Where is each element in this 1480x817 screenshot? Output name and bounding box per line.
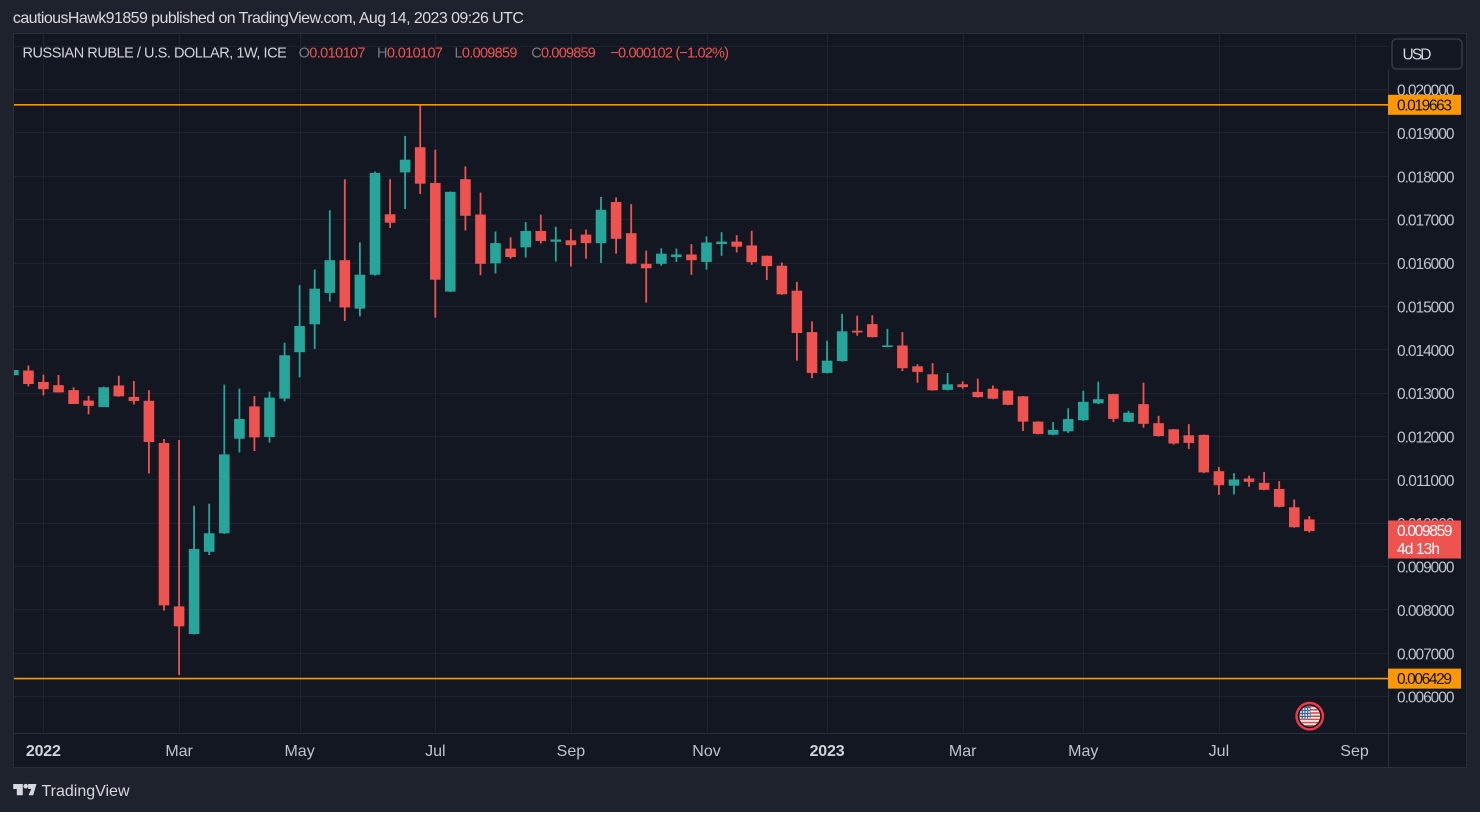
svg-text:0.019000: 0.019000 xyxy=(1397,126,1455,143)
svg-text:0.011000: 0.011000 xyxy=(1397,473,1455,490)
svg-text:0.019663: 0.019663 xyxy=(1397,97,1452,114)
svg-text:4d 13h: 4d 13h xyxy=(1397,541,1440,558)
svg-text:C0.009859: C0.009859 xyxy=(531,46,596,62)
svg-text:RUSSIAN RUBLE / U.S. DOLLAR, 1: RUSSIAN RUBLE / U.S. DOLLAR, 1W, ICE xyxy=(23,46,288,62)
svg-text:0.006429: 0.006429 xyxy=(1397,671,1452,688)
svg-text:O0.010107: O0.010107 xyxy=(299,46,366,62)
svg-text:Jul: Jul xyxy=(1209,743,1229,760)
svg-text:TradingView: TradingView xyxy=(42,783,130,800)
svg-text:May: May xyxy=(1068,743,1098,760)
svg-text:Jul: Jul xyxy=(425,743,445,760)
svg-text:Sep: Sep xyxy=(557,743,586,760)
svg-text:Nov: Nov xyxy=(692,743,720,760)
svg-text:May: May xyxy=(284,743,314,760)
svg-text:USD: USD xyxy=(1403,47,1432,64)
svg-text:0.006000: 0.006000 xyxy=(1397,690,1455,707)
svg-text:0.015000: 0.015000 xyxy=(1397,299,1455,316)
svg-text:0.009859: 0.009859 xyxy=(1397,523,1453,540)
svg-text:0.009000: 0.009000 xyxy=(1397,560,1455,577)
svg-text:0.017000: 0.017000 xyxy=(1397,213,1455,230)
svg-text:0.013000: 0.013000 xyxy=(1397,386,1455,403)
svg-text:Mar: Mar xyxy=(949,743,977,760)
svg-text:Mar: Mar xyxy=(165,743,193,760)
svg-text:−0.000102 (−1.02%): −0.000102 (−1.02%) xyxy=(610,46,729,62)
svg-text:0.007000: 0.007000 xyxy=(1397,646,1455,663)
svg-text:Sep: Sep xyxy=(1340,743,1369,760)
svg-text:0.014000: 0.014000 xyxy=(1397,343,1455,360)
svg-text:2023: 2023 xyxy=(810,743,845,760)
svg-text:2022: 2022 xyxy=(26,743,61,760)
svg-text:L0.009859: L0.009859 xyxy=(455,46,518,62)
svg-text:H0.010107: H0.010107 xyxy=(377,46,443,62)
svg-text:0.016000: 0.016000 xyxy=(1397,256,1455,273)
svg-text:cautiousHawk91859 published on: cautiousHawk91859 published on TradingVi… xyxy=(13,10,524,27)
svg-text:0.018000: 0.018000 xyxy=(1397,169,1455,186)
svg-text:0.012000: 0.012000 xyxy=(1397,430,1455,447)
svg-text:0.008000: 0.008000 xyxy=(1397,603,1455,620)
